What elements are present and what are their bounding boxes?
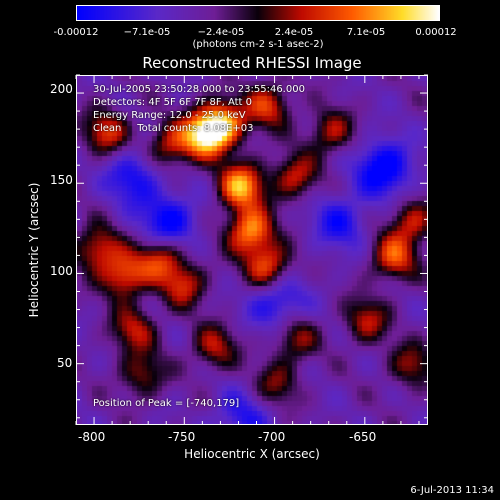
x-tick-label: -750 bbox=[168, 430, 196, 444]
plot-area: 30-Jul-2005 23:50:28.000 to 23:55:46.000… bbox=[76, 75, 428, 425]
chart-title: Reconstructed RHESSI Image bbox=[142, 54, 362, 72]
x-axis-label: Heliocentric X (arcsec) bbox=[184, 447, 320, 461]
heatmap-image bbox=[77, 76, 427, 424]
colorbar-tick-label: -0.00012 bbox=[53, 27, 99, 38]
colorbar bbox=[76, 5, 440, 21]
energy-range-annotation: Energy Range: 12.0 - 25.0 keV bbox=[93, 110, 246, 121]
colorbar-units: (photons cm-2 s-1 asec-2) bbox=[192, 39, 324, 50]
colorbar-tick-label: 7.1e-05 bbox=[346, 27, 386, 38]
x-tick-label: -650 bbox=[349, 430, 377, 444]
y-tick-label: 50 bbox=[57, 356, 73, 370]
y-tick-label: 150 bbox=[50, 173, 73, 187]
x-tick-label: -700 bbox=[258, 430, 286, 444]
colorbar-gradient bbox=[77, 6, 439, 20]
colorbar-tick-label: −2.4e-05 bbox=[197, 27, 245, 38]
y-axis-label: Heliocentric Y (arcsec) bbox=[27, 182, 41, 318]
colorbar-tick-label: −7.1e-05 bbox=[123, 27, 171, 38]
colorbar-tick-label: 0.00012 bbox=[415, 27, 457, 38]
detectors-annotation: Detectors: 4F 5F 6F 7F 8F, Att 0 bbox=[93, 97, 253, 108]
y-tick-label: 100 bbox=[50, 264, 73, 278]
y-tick-label: 200 bbox=[50, 82, 73, 96]
render-timestamp: 6-Jul-2013 11:34 bbox=[410, 485, 494, 496]
x-tick-label: -800 bbox=[78, 430, 106, 444]
clean-annotation: Clean Total counts: 8.08E+03 bbox=[93, 123, 254, 134]
colorbar-tick-label: 2.4e-05 bbox=[274, 27, 314, 38]
time-range-annotation: 30-Jul-2005 23:50:28.000 to 23:55:46.000 bbox=[93, 84, 305, 95]
peak-position-annotation: Position of Peak = [-740,179] bbox=[93, 398, 240, 409]
